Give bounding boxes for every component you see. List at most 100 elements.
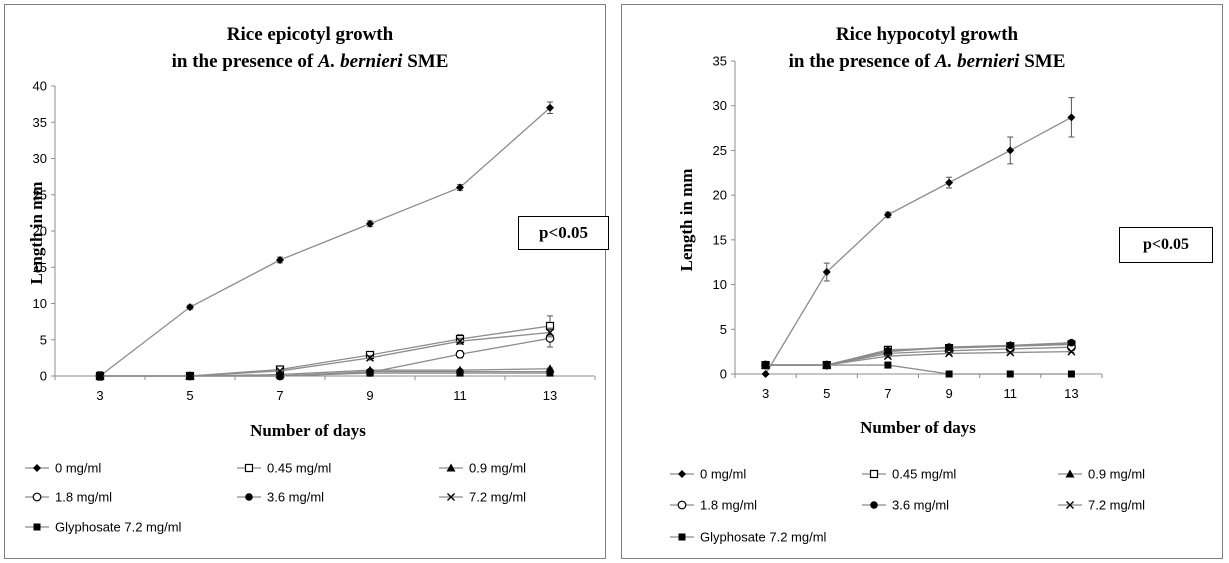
hypocotyl-chart: Rice hypocotyl growth in the presence of…	[670, 24, 1145, 545]
chart-title-line1: Rice hypocotyl growth	[836, 24, 1019, 45]
legend-entry-0-mg-ml: 0 mg/ml	[670, 467, 746, 482]
epicotyl-chart: Rice epicotyl growth in the presence of …	[25, 24, 596, 535]
y-tick-label: 30	[713, 98, 727, 113]
data-point	[546, 328, 554, 337]
legend-marker	[1065, 469, 1075, 478]
x-tick-label: 5	[823, 386, 830, 401]
series-line	[100, 372, 550, 377]
legend-marker	[1066, 501, 1074, 509]
legend-label: 3.6 mg/ml	[892, 498, 949, 513]
data-point	[456, 183, 464, 192]
legend-entry-0-45-mg-ml: 0.45 mg/ml	[237, 461, 331, 476]
x-tick-label: 5	[186, 388, 193, 403]
legend-marker	[245, 493, 253, 501]
title-species: A. bernieri	[317, 51, 403, 72]
data-point	[1067, 347, 1076, 356]
legend-entry-7-2-mg-ml: 7.2 mg/ml	[439, 490, 526, 505]
series-glyphosate-7-2-mg-ml	[762, 361, 1075, 378]
data-point	[1067, 113, 1076, 122]
series-line	[765, 350, 1072, 366]
data-point	[945, 349, 954, 358]
legend-label: 3.6 mg/ml	[267, 490, 324, 505]
data-point	[945, 343, 953, 351]
y-tick-label: 25	[713, 143, 727, 158]
data-point	[762, 361, 770, 369]
legend-entry-glyphosate-7-2-mg-ml: Glyphosate 7.2 mg/ml	[670, 530, 827, 545]
legend-marker	[870, 501, 878, 509]
data-point	[884, 346, 892, 355]
legend-entry-0-45-mg-ml: 0.45 mg/ml	[862, 467, 956, 482]
hypocotyl-chart-panel: Rice hypocotyl growth in the presence of…	[621, 4, 1223, 559]
legend-entry-glyphosate-7-2-mg-ml: Glyphosate 7.2 mg/ml	[25, 520, 182, 535]
p-value-annotation: p<0.05	[518, 216, 609, 250]
legend-marker	[447, 493, 455, 501]
series-0-mg-ml	[761, 97, 1076, 378]
data-point	[945, 370, 953, 378]
x-tick-label: 13	[1064, 386, 1078, 401]
y-tick-label: 35	[33, 115, 47, 130]
legend-marker	[244, 463, 254, 473]
data-point	[186, 303, 194, 312]
legend-marker	[677, 500, 687, 510]
x-tick-label: 9	[945, 386, 952, 401]
data-point	[1006, 341, 1015, 350]
series-line	[100, 325, 551, 377]
legend-label: 1.8 mg/ml	[55, 490, 112, 505]
title-species: A. bernieri	[934, 51, 1020, 72]
data-point	[884, 361, 892, 369]
data-point	[96, 372, 104, 380]
legend-entry-3-6-mg-ml: 3.6 mg/ml	[237, 490, 324, 505]
chart-title-line2: in the presence of A. bernieri SME	[172, 51, 449, 72]
title-prefix: in the presence of	[172, 51, 314, 72]
data-point	[456, 369, 464, 377]
y-tick-label: 25	[33, 187, 47, 202]
legend-label: 0.45 mg/ml	[267, 461, 331, 476]
data-point	[366, 353, 374, 362]
legend: 0 mg/ml 0.45 mg/ml 0.9 mg/ml 1.8 mg/ml 3.6 m…	[670, 467, 1145, 545]
y-tick-label: 5	[40, 332, 47, 347]
y-axis-label: Length in mm	[27, 182, 46, 285]
p-value-annotation: p<0.05	[1119, 227, 1213, 263]
legend-label: 7.2 mg/ml	[1088, 498, 1145, 513]
data-point	[186, 372, 194, 380]
legend-label: 0.9 mg/ml	[469, 461, 526, 476]
legend-marker	[678, 470, 686, 478]
y-tick-label: 5	[720, 322, 727, 337]
x-tick-label: 3	[762, 386, 769, 401]
legend-label: 0.9 mg/ml	[1088, 467, 1145, 482]
legend-label: 0.45 mg/ml	[892, 467, 956, 482]
chart-title-line1: Rice epicotyl growth	[227, 24, 394, 45]
epicotyl-chart-panel: Rice epicotyl growth in the presence of …	[4, 4, 609, 559]
data-point	[883, 352, 892, 361]
y-tick-label: 10	[33, 296, 47, 311]
x-tick-label: 11	[1004, 386, 1018, 401]
legend-label: Glyphosate 7.2 mg/ml	[55, 520, 182, 535]
y-tick-label: 20	[713, 188, 727, 203]
x-tick-label: 7	[884, 386, 891, 401]
x-axis-label: Number of days	[860, 418, 976, 437]
legend-entry-0-9-mg-ml: 0.9 mg/ml	[439, 461, 526, 476]
x-tick-label: 3	[96, 388, 103, 403]
y-tick-label: 30	[33, 151, 47, 166]
y-tick-label: 40	[33, 79, 47, 94]
data-point	[945, 178, 954, 187]
y-axis-label: Length in mm	[677, 169, 696, 272]
x-tick-label: 11	[453, 388, 467, 403]
y-tick-label: 35	[713, 54, 727, 69]
legend-entry-1-8-mg-ml: 1.8 mg/ml	[670, 498, 757, 513]
data-point	[546, 103, 554, 112]
series-line	[99, 107, 551, 377]
data-point	[1067, 370, 1075, 378]
data-point	[1006, 146, 1015, 155]
data-point	[1067, 338, 1076, 347]
legend: 0 mg/ml 0.45 mg/ml 0.9 mg/ml 1.8 mg/ml 3.6 m…	[25, 461, 526, 535]
legend-label: Glyphosate 7.2 mg/ml	[700, 530, 827, 545]
legend-label: 0 mg/ml	[700, 467, 746, 482]
legend-marker	[678, 533, 686, 541]
series-0-9-mg-ml	[761, 339, 1076, 369]
x-axis-label: Number of days	[250, 421, 366, 440]
data-point	[1006, 370, 1014, 378]
data-point	[366, 219, 374, 228]
